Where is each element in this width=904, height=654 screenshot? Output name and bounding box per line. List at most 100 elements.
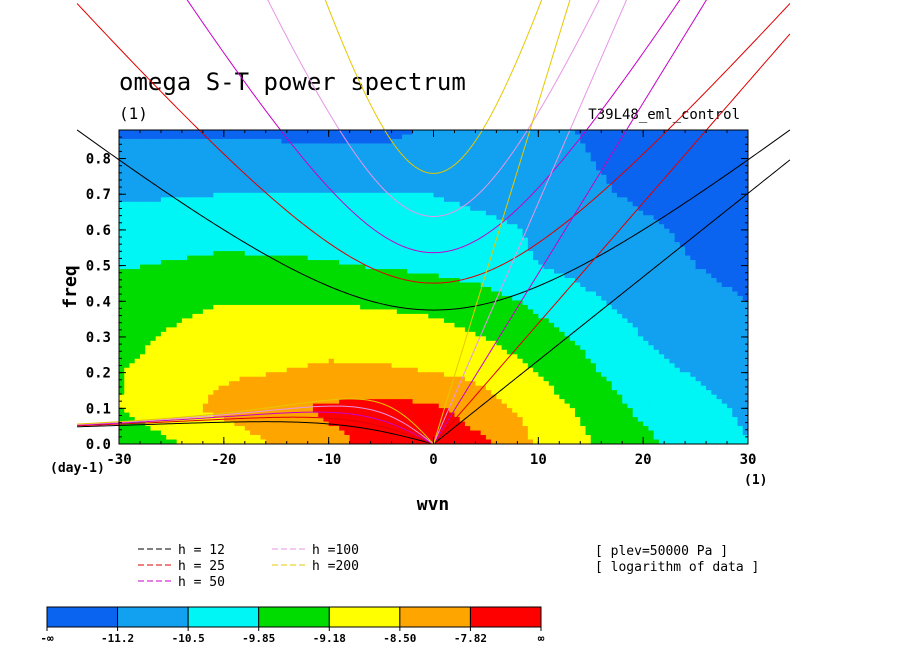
heatmap-cell <box>239 170 246 176</box>
heatmap-cell <box>564 251 571 257</box>
heatmap-cell <box>197 300 204 306</box>
heatmap-cell <box>449 170 456 176</box>
heatmap-cell <box>580 278 587 284</box>
heatmap-cell <box>265 147 272 154</box>
heatmap-cell <box>470 260 477 266</box>
heatmap-cell <box>674 210 681 216</box>
heatmap-cell <box>585 192 592 198</box>
heatmap-cell <box>271 251 277 257</box>
heatmap-cell <box>139 215 146 221</box>
heatmap-cell <box>643 269 650 275</box>
heatmap-cell <box>234 255 241 261</box>
heatmap-cell <box>548 183 555 189</box>
heatmap-cell <box>575 273 581 279</box>
heatmap-cell <box>360 201 366 207</box>
heatmap-cell <box>166 304 173 311</box>
heatmap-cell <box>381 192 387 198</box>
heatmap-cell <box>260 165 267 171</box>
heatmap-cell <box>527 264 534 270</box>
heatmap-cell <box>438 174 445 180</box>
heatmap-cell <box>218 210 225 216</box>
heatmap-cell <box>386 304 393 311</box>
heatmap-cell <box>595 228 602 234</box>
heatmap-cell <box>512 264 518 270</box>
heatmap-cell <box>674 287 681 293</box>
heatmap-cell <box>208 188 214 194</box>
heatmap-cell <box>480 260 487 266</box>
heatmap-cell <box>349 188 356 194</box>
heatmap-cell <box>417 224 424 230</box>
heatmap-cell <box>470 170 477 176</box>
heatmap-cell <box>145 309 152 315</box>
heatmap-cell <box>501 147 508 154</box>
heatmap-cell <box>679 255 686 261</box>
heatmap-cell <box>344 255 351 261</box>
heatmap-cell <box>391 278 398 284</box>
heatmap-cell <box>616 309 623 315</box>
heatmap-cell <box>527 295 534 302</box>
heatmap-cell <box>134 179 141 185</box>
heatmap-cell <box>323 251 330 257</box>
heatmap-cell <box>213 228 220 234</box>
heatmap-cell <box>129 242 136 248</box>
heatmap-cell <box>732 237 739 243</box>
heatmap-cell <box>554 188 560 194</box>
heatmap-cell <box>543 287 550 293</box>
heatmap-cell <box>318 278 325 284</box>
heatmap-cell <box>255 188 262 194</box>
heatmap-cell <box>690 251 697 257</box>
heatmap-cell <box>202 269 209 275</box>
heatmap-cell <box>265 143 272 149</box>
heatmap-cell <box>271 282 277 288</box>
heatmap-cell <box>381 273 387 279</box>
heatmap-cell <box>438 246 445 252</box>
heatmap-cell <box>606 260 613 266</box>
heatmap-cell <box>575 197 581 203</box>
heatmap-cell <box>527 242 534 248</box>
heatmap-cell <box>601 242 608 248</box>
heatmap-cell <box>250 192 256 198</box>
heatmap-cell <box>554 130 560 136</box>
heatmap-cell <box>616 264 623 270</box>
heatmap-cell <box>223 291 230 297</box>
heatmap-cell <box>265 170 272 176</box>
heatmap-cell <box>459 179 466 185</box>
heatmap-cell <box>119 233 125 239</box>
heatmap-cell <box>428 197 435 203</box>
heatmap-cell <box>564 300 571 306</box>
heatmap-cell <box>737 174 744 180</box>
heatmap-cell <box>475 264 482 270</box>
heatmap-cell <box>171 313 178 319</box>
heatmap-cell <box>286 300 293 306</box>
heatmap-cell <box>590 161 597 167</box>
heatmap-cell <box>653 260 660 266</box>
heatmap-cell <box>742 183 748 189</box>
heatmap-cell <box>139 192 146 198</box>
heatmap-cell <box>501 246 508 252</box>
heatmap-cell <box>449 183 456 189</box>
heatmap-cell <box>685 269 691 275</box>
heatmap-cell <box>407 143 414 149</box>
heatmap-cell <box>548 300 555 306</box>
heatmap-cell <box>606 138 613 145</box>
heatmap-cell <box>485 269 492 275</box>
heatmap-cell <box>155 295 162 302</box>
heatmap-cell <box>160 165 167 171</box>
heatmap-cell <box>176 174 183 180</box>
heatmap-cell <box>543 156 550 162</box>
heatmap-cell <box>375 192 382 198</box>
heatmap-cell <box>213 152 220 158</box>
heatmap-cell <box>438 313 445 319</box>
heatmap-cell <box>155 179 162 185</box>
heatmap-cell <box>155 246 162 252</box>
heatmap-cell <box>124 309 131 315</box>
heatmap-cell <box>443 201 450 207</box>
heatmap-cell <box>732 255 739 261</box>
heatmap-cell <box>475 130 482 136</box>
heatmap-cell <box>234 291 241 297</box>
heatmap-cell <box>192 260 199 266</box>
heatmap-cell <box>658 246 665 252</box>
heatmap-cell <box>480 304 487 311</box>
heatmap-cell <box>569 143 576 149</box>
heatmap-cell <box>428 251 435 257</box>
